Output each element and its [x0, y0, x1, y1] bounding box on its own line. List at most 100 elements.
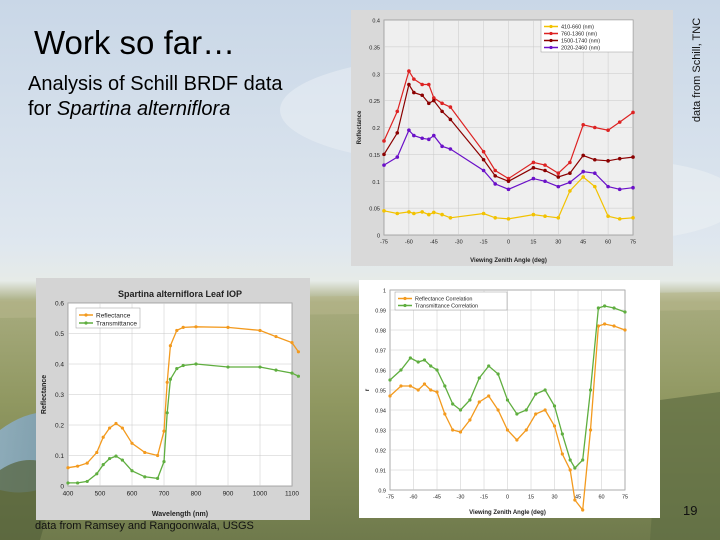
data-point	[552, 404, 557, 408]
y-tick-label: 0.4	[55, 362, 64, 369]
data-point	[493, 216, 498, 220]
data-point	[427, 212, 431, 217]
x-tick-label: -75	[380, 240, 388, 246]
data-point	[448, 216, 453, 220]
data-point	[76, 481, 80, 485]
x-tick-label: 60	[605, 240, 611, 246]
data-point	[515, 438, 519, 442]
x-tick-label: -15	[480, 495, 488, 501]
series-line	[68, 363, 299, 484]
y-tick-label: 0.98	[375, 329, 386, 335]
data-point	[506, 179, 511, 184]
data-point	[448, 105, 453, 109]
x-tick-label: 1100	[285, 491, 299, 498]
data-point	[612, 324, 616, 328]
data-point	[296, 350, 300, 354]
data-point	[427, 82, 431, 87]
data-point	[481, 149, 486, 154]
data-point	[388, 394, 392, 398]
data-point	[258, 328, 262, 333]
data-point	[66, 466, 70, 470]
data-point	[101, 463, 105, 467]
data-point	[543, 214, 547, 218]
data-point	[593, 157, 597, 162]
data-point	[606, 184, 610, 189]
y-tick-label: 0.2	[55, 423, 64, 430]
y-tick-label: 0.5	[55, 331, 64, 338]
x-axis-label: Viewing Zenith Angle (deg)	[470, 258, 547, 264]
data-point	[429, 388, 433, 392]
data-point	[468, 398, 472, 402]
data-point	[568, 468, 572, 472]
data-point	[162, 460, 166, 464]
data-point	[617, 217, 622, 221]
legend-marker	[403, 303, 407, 308]
data-point	[296, 374, 300, 378]
data-point	[407, 82, 411, 87]
data-point	[515, 412, 519, 416]
data-point	[506, 217, 511, 221]
y-tick-label: 0.94	[375, 409, 386, 415]
data-point	[568, 458, 572, 462]
data-point	[524, 428, 528, 432]
data-point	[531, 212, 536, 217]
data-point	[162, 429, 166, 433]
y-tick-label: 0.05	[369, 207, 380, 213]
data-point	[432, 133, 436, 138]
data-point	[440, 101, 444, 106]
data-point	[274, 334, 278, 339]
data-point	[631, 216, 635, 220]
subtitle-line-1: Analysis of Schill BRDF data	[28, 73, 283, 95]
data-point	[429, 364, 433, 368]
y-tick-label: 0.96	[375, 369, 386, 375]
x-tick-label: 15	[528, 495, 534, 501]
data-point	[617, 120, 622, 124]
data-point	[505, 428, 510, 432]
x-tick-label: 75	[622, 495, 628, 501]
data-point	[435, 368, 439, 372]
data-point	[422, 382, 427, 386]
data-point	[493, 168, 498, 173]
data-point	[481, 211, 486, 216]
data-point	[412, 77, 416, 81]
data-point	[581, 175, 585, 179]
legend-entry: 2020-2460 (nm)	[561, 45, 600, 51]
x-tick-label: 30	[551, 495, 557, 501]
y-tick-label: 0.25	[369, 99, 380, 105]
legend-marker	[84, 313, 88, 317]
data-point	[581, 123, 585, 127]
data-point	[181, 363, 185, 368]
data-point	[408, 356, 412, 360]
data-point	[487, 394, 491, 398]
x-tick-label: 700	[159, 491, 170, 498]
brdf-reflectance-chart: 0 0.05 0.1 0.15 0.2 0.25 0.3 0.35 0.4 -75 -60 -45 -3…	[351, 10, 673, 266]
x-tick-label: 1000	[253, 491, 268, 498]
data-point	[505, 398, 510, 402]
data-point	[556, 184, 561, 189]
data-point	[631, 185, 635, 190]
data-point	[593, 171, 597, 175]
data-point	[427, 137, 431, 142]
data-point	[85, 461, 89, 465]
data-point	[552, 424, 557, 428]
data-point	[407, 128, 411, 132]
data-point	[168, 377, 172, 381]
data-point	[181, 325, 185, 329]
data-point	[175, 328, 179, 333]
data-point	[448, 117, 453, 122]
data-point	[560, 452, 564, 456]
data-point	[408, 384, 412, 388]
data-point	[568, 171, 572, 175]
data-point	[143, 475, 147, 479]
x-tick-label: -15	[480, 240, 488, 246]
data-point	[395, 155, 400, 159]
y-tick-label: 0.91	[375, 469, 386, 475]
x-tick-label: 900	[223, 491, 234, 498]
data-point	[493, 182, 498, 186]
x-tick-label: -45	[433, 495, 441, 501]
data-point	[108, 426, 112, 430]
data-point	[588, 428, 593, 432]
data-point	[593, 184, 597, 189]
data-point	[194, 325, 198, 329]
data-point	[568, 180, 572, 185]
